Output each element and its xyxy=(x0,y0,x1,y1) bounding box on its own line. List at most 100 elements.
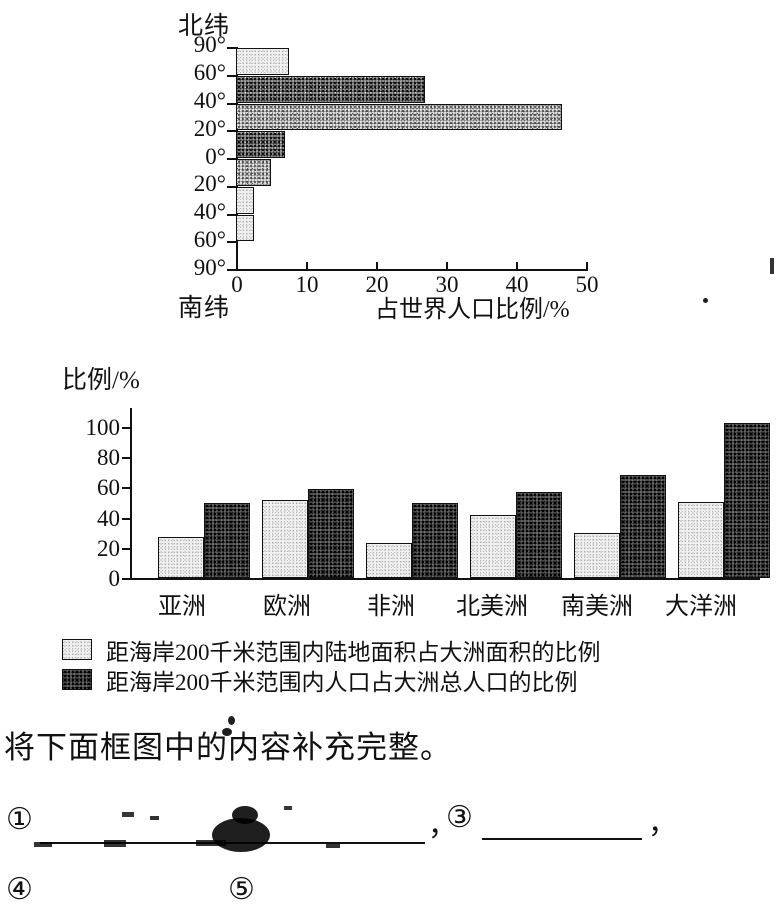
chart1-x-axis-line xyxy=(236,269,588,271)
chart2-ytick-mark-0 xyxy=(122,578,131,580)
chart1-ytick-mark-20n xyxy=(227,130,236,132)
chart2-ytick-80: 80 xyxy=(97,445,120,470)
chart2-ytick-20: 20 xyxy=(97,536,120,561)
chart1-south-axis-label: 南纬 xyxy=(178,295,231,322)
scan-smudge-11 xyxy=(326,844,340,848)
chart1-ytick-40n: 40° xyxy=(193,88,226,113)
chart1-ytick-60n: 60° xyxy=(193,60,226,85)
chart1-xtick-10: 10 xyxy=(295,272,319,297)
chart1-bar-0-20s xyxy=(236,159,271,186)
chart2-ytick-mark-60 xyxy=(122,487,131,489)
chart2-bar-north-america-land xyxy=(470,515,516,578)
scan-smudge-8 xyxy=(122,812,134,817)
chart2-bar-africa-land xyxy=(366,543,412,578)
chart1-ytick-20n: 20° xyxy=(193,116,226,141)
scan-smudge-7 xyxy=(228,716,235,725)
blank-marker-5: ⑤ xyxy=(228,872,255,907)
chart2-ytick-mark-80 xyxy=(122,457,131,459)
chart1-ytick-0: 0° xyxy=(205,144,226,169)
chart2-bar-asia-pop xyxy=(204,503,250,578)
legend-swatch-population-icon xyxy=(62,669,92,690)
chart1-y-axis-line xyxy=(236,47,238,270)
blank-rule-3[interactable] xyxy=(482,838,642,840)
blank-marker-1: ① xyxy=(6,802,33,837)
chart1-xtick-mark-50 xyxy=(586,262,588,270)
chart1-xtick-0: 0 xyxy=(231,272,243,297)
chart1-ytick-mark-60n xyxy=(227,75,236,77)
chart1-bar-20n-40n xyxy=(236,104,562,130)
chart2-bar-south-america-pop xyxy=(620,475,666,578)
latitude-population-chart: 北纬 南纬 占世界人口比例/% 90° 60° 40° 20° 0° 20° 4… xyxy=(0,0,783,340)
chart1-bar-40s-60s xyxy=(236,215,254,241)
chart1-ytick-mark-40s xyxy=(227,214,236,216)
blank-marker-3: ③ xyxy=(446,800,473,835)
chart2-legend: 距海岸200千米范围内陆地面积占大洲面积的比例 距海岸200千米范围内人口占大洲… xyxy=(62,636,762,696)
chart1-ytick-90n: 90° xyxy=(193,32,226,57)
chart1-bar-40n-60n xyxy=(236,76,425,103)
chart2-category-north-america: 北美洲 xyxy=(456,594,528,620)
chart1-ytick-mark-0 xyxy=(227,158,236,160)
scan-smudge-9 xyxy=(150,816,159,820)
legend-item-population: 距海岸200千米范围内人口占大洲总人口的比例 xyxy=(62,666,762,695)
chart2-ytick-0: 0 xyxy=(108,566,121,591)
chart2-category-africa: 非洲 xyxy=(367,594,415,620)
chart2-bar-europe-land xyxy=(262,500,308,578)
comma-after-blank-3: ， xyxy=(648,808,678,840)
scan-smudge-5 xyxy=(34,842,52,847)
chart2-x-axis-line xyxy=(130,578,760,580)
chart1-bar-60n-90n xyxy=(236,48,289,75)
chart2-bar-north-america-pop xyxy=(516,492,562,578)
chart2-bar-oceania-pop xyxy=(724,423,770,578)
chart2-category-asia: 亚洲 xyxy=(158,594,206,620)
legend-item-land: 距海岸200千米范围内陆地面积占大洲面积的比例 xyxy=(62,636,762,665)
chart1-xtick-30: 30 xyxy=(435,272,459,297)
blank-number-5: ⑤ xyxy=(228,873,255,906)
chart1-bar-20s-40s xyxy=(236,187,254,214)
chart1-ytick-20s: 20° xyxy=(193,171,226,196)
scan-smudge-6 xyxy=(222,728,232,736)
chart2-yaxis-title: 比例/% xyxy=(62,367,140,394)
chart1-ytick-mark-40n xyxy=(227,103,236,105)
chart1-ytick-40s: 40° xyxy=(193,199,226,224)
scan-smudge-12 xyxy=(770,258,774,274)
chart1-north-axis-label: 北纬 xyxy=(178,13,231,40)
chart2-ytick-40: 40 xyxy=(97,506,120,531)
chart2-ytick-mark-40 xyxy=(122,518,131,520)
scan-smudge-4 xyxy=(104,840,126,847)
chart1-xaxis-title: 占世界人口比例/% xyxy=(375,297,570,323)
chart1-xtick-mark-20 xyxy=(376,262,378,270)
chart2-category-south-america: 南美洲 xyxy=(561,594,633,620)
chart2-category-oceania: 大洋洲 xyxy=(665,594,737,620)
chart1-bar-0-20n xyxy=(236,131,285,158)
blank-number-3: ③ xyxy=(446,801,473,834)
chart1-ytick-mark-90s xyxy=(227,269,236,271)
chart1-y-tick-labels: 90° 60° 40° 20° 0° 20° 40° 60° 90° xyxy=(176,0,226,300)
chart1-ytick-60s: 60° xyxy=(193,227,226,252)
chart1-ytick-90s: 90° xyxy=(193,255,226,280)
legend-label-population: 距海岸200千米范围内人口占大洲总人口的比例 xyxy=(106,669,578,695)
scan-smudge-13 xyxy=(703,298,708,303)
legend-swatch-land-icon xyxy=(62,639,92,660)
chart2-ytick-mark-20 xyxy=(122,548,131,550)
chart1-ytick-mark-90n xyxy=(227,47,236,49)
blank-number-4: ④ xyxy=(6,873,33,906)
chart2-ytick-60: 60 xyxy=(97,475,120,500)
legend-label-land: 距海岸200千米范围内陆地面积占大洲面积的比例 xyxy=(106,639,601,665)
chart1-ytick-mark-20s xyxy=(227,186,236,188)
chart1-ytick-mark-60s xyxy=(227,241,236,243)
scan-smudge-3 xyxy=(196,840,226,846)
chart2-bar-asia-land xyxy=(158,537,204,578)
chart1-xtick-50: 50 xyxy=(575,272,599,297)
scan-smudge-10 xyxy=(284,806,292,810)
chart1-xtick-mark-30 xyxy=(446,262,448,270)
chart2-ytick-100: 100 xyxy=(85,415,121,440)
chart1-xtick-40: 40 xyxy=(505,272,529,297)
chart2-bar-europe-pop xyxy=(308,489,354,578)
chart2-ytick-mark-100 xyxy=(122,427,131,429)
blank-number-1: ① xyxy=(6,803,33,836)
chart2-category-europe: 欧洲 xyxy=(263,594,311,620)
chart1-xtick-mark-0 xyxy=(236,262,238,270)
chart1-xtick-mark-40 xyxy=(516,262,518,270)
chart2-y-axis-line xyxy=(130,408,132,580)
chart1-xtick-20: 20 xyxy=(365,272,389,297)
